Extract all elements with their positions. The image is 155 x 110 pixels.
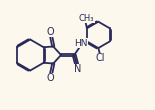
Text: CH₃: CH₃ bbox=[79, 14, 94, 23]
Text: Cl: Cl bbox=[95, 53, 105, 63]
Text: N: N bbox=[74, 64, 82, 74]
Text: O: O bbox=[47, 73, 54, 83]
Text: HN: HN bbox=[74, 39, 87, 48]
Text: O: O bbox=[47, 27, 54, 37]
